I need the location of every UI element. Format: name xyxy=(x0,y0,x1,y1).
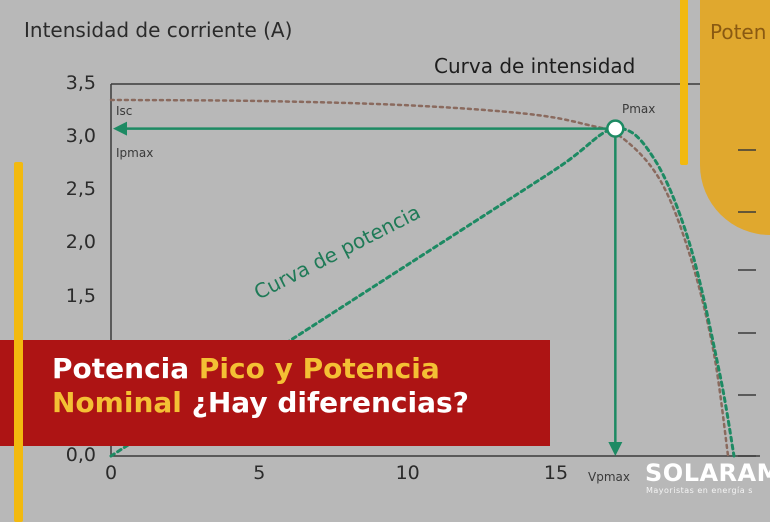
y-tick-label: 3,5 xyxy=(65,72,96,94)
banner-headline: Potencia Pico y Potencia Nominal ¿Hay di… xyxy=(52,352,542,420)
banner-line2-yellow: Nominal xyxy=(52,386,182,419)
banner-line2-white: ¿Hay diferencias? xyxy=(181,386,469,419)
y-tick-label: 1,5 xyxy=(65,284,96,307)
series-intensity-curve xyxy=(109,98,730,458)
y-tick-label: 2,5 xyxy=(65,178,96,201)
logo-tagline: Mayoristas en energía s xyxy=(646,486,753,495)
x-tick-label: 5 xyxy=(253,462,266,484)
x-tick-label: 10 xyxy=(395,462,420,484)
accent-bar-left xyxy=(14,162,23,522)
y-tick-label: 2,0 xyxy=(65,231,96,254)
accent-bar-top xyxy=(680,0,688,165)
pmax-marker xyxy=(606,119,625,138)
pmax-label: Pmax xyxy=(622,102,656,116)
chart-title: Curva de intensidad xyxy=(434,54,636,78)
banner-line1-white: Potencia xyxy=(52,352,199,385)
title-banner xyxy=(0,340,550,446)
ipmax-label: Ipmax xyxy=(116,146,154,160)
solaram-logo: SOLARAM xyxy=(645,459,770,487)
potencia-tab-text: Poten xyxy=(710,20,767,44)
isc-label: Isc xyxy=(116,104,133,118)
y-axis-title: Intensidad de corriente (A) xyxy=(24,18,293,42)
ipmax-arrow-head xyxy=(113,121,127,136)
y-tick-label: 3,0 xyxy=(65,125,96,148)
y-tick-label: 0,0 xyxy=(65,444,96,466)
vpmax-label: Vpmax xyxy=(588,470,630,484)
x-tick-label: 0 xyxy=(104,462,118,484)
banner-line1-yellow: Pico y Potencia xyxy=(198,352,440,385)
x-tick-label: 15 xyxy=(543,462,569,484)
potencia-tab xyxy=(700,0,770,235)
vpmax-arrow-head xyxy=(608,442,623,456)
